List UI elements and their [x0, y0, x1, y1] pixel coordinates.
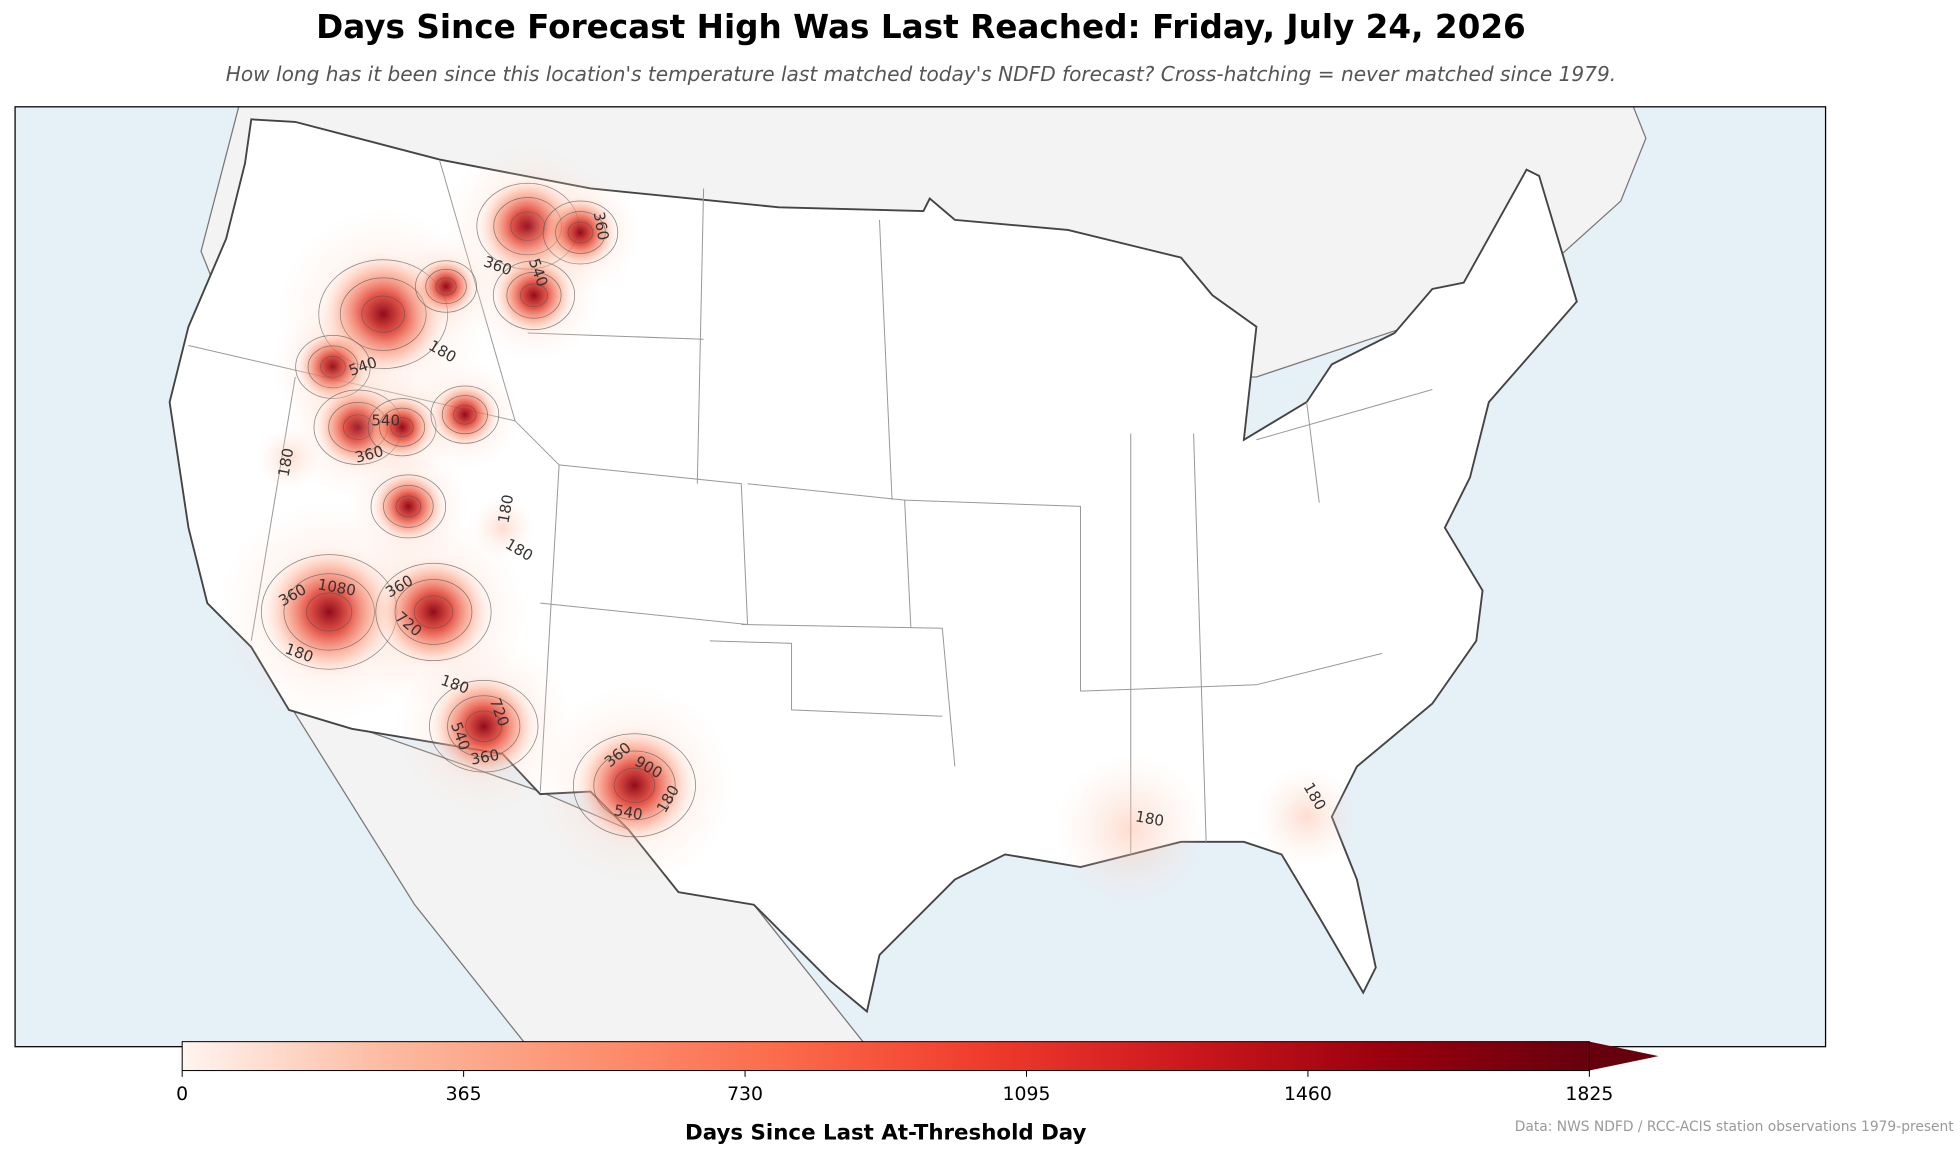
hotspot	[377, 556, 489, 668]
subtitle: How long has it been since this location…	[226, 62, 1616, 86]
colorbar-tick-label: 365	[446, 1084, 482, 1105]
contour-line	[453, 404, 477, 425]
contour-line	[435, 277, 457, 296]
contour-label: 360	[469, 746, 500, 769]
contour-line	[506, 271, 562, 319]
contour-line	[394, 579, 473, 645]
contour-line	[413, 595, 454, 629]
colorbar-ramp	[181, 1041, 1590, 1072]
contour-line	[465, 710, 503, 742]
colorbar-tick-label: 1095	[1003, 1084, 1051, 1105]
hotspot	[416, 257, 476, 316]
contour-line	[573, 733, 696, 838]
contour-line	[441, 395, 488, 435]
contour-label: 540	[613, 801, 644, 824]
colorbar-label: Days Since Last At-Threshold Day	[685, 1120, 1087, 1145]
colorbar: 0 365 730 1095 1460 1825	[176, 1041, 1659, 1105]
source-note: Data: NWS NDFD / RCC-ACIS station observ…	[1515, 1119, 1955, 1135]
contour-line	[567, 221, 594, 244]
contour-line	[447, 695, 521, 758]
contour-label: 540	[371, 411, 400, 429]
hotspot	[575, 726, 694, 845]
warm-area	[257, 427, 321, 491]
contour-label: 180	[1134, 807, 1165, 830]
contour-label: 180	[494, 493, 517, 524]
contour-line	[430, 385, 500, 444]
hotspot	[431, 673, 536, 779]
colorbar-tick-label: 1460	[1284, 1084, 1332, 1105]
colorbar-tick-label: 0	[176, 1084, 188, 1105]
contour-label: 180	[275, 447, 298, 478]
contour-line	[425, 268, 467, 305]
contour-label: 360	[590, 210, 613, 241]
contour-line	[395, 495, 422, 518]
warm-area	[471, 496, 534, 560]
colorbar-tick-label: 1825	[1565, 1084, 1613, 1105]
contour-line	[520, 283, 548, 308]
warm-area	[1055, 753, 1207, 905]
warm-area	[1256, 766, 1357, 867]
contour-line	[415, 260, 477, 313]
colorbar-extend	[1589, 1041, 1659, 1071]
contour-line	[429, 680, 539, 773]
colorbar-tick-label: 730	[727, 1084, 763, 1105]
hotspot	[432, 381, 498, 448]
hotspots	[218, 143, 1357, 905]
title: Days Since Forecast High Was Last Reache…	[316, 8, 1526, 46]
contour-line	[613, 767, 656, 803]
contour-line	[593, 750, 676, 821]
hotspot	[494, 256, 574, 335]
